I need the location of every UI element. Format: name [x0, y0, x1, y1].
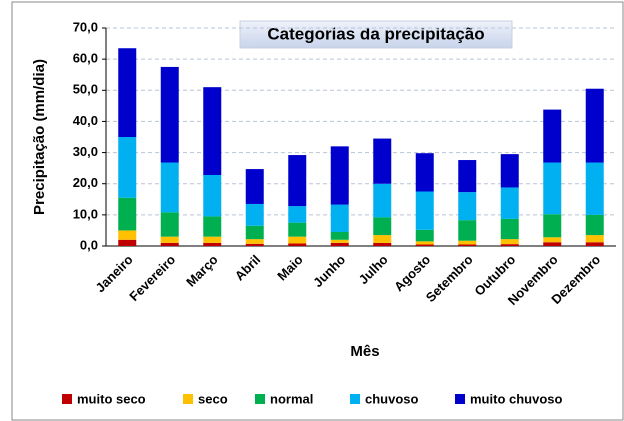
y-tick-label: 10,0 — [73, 206, 98, 221]
x-axis-label: Mês — [350, 343, 379, 360]
bar-segment — [203, 87, 222, 175]
bar-segment — [203, 236, 222, 243]
bar-segment — [415, 229, 434, 242]
legend-swatch — [455, 394, 465, 404]
bar-segment — [288, 155, 307, 207]
bar-segment — [500, 154, 519, 188]
x-tick-label: Junho — [310, 252, 348, 290]
bar-segment — [160, 66, 179, 163]
bar-segment — [543, 237, 562, 243]
x-tick-label: Janeiro — [92, 252, 135, 295]
y-tick-label: 60,0 — [73, 51, 98, 66]
frame — [11, 1, 624, 421]
bar-segment — [288, 236, 307, 244]
bar-segment — [160, 242, 179, 246]
legend-label: chuvoso — [365, 391, 419, 406]
bar-segment — [330, 146, 349, 205]
bar-segment — [585, 162, 604, 215]
bar-segment — [458, 160, 477, 193]
bar-segment — [543, 109, 562, 163]
bar-segment — [330, 231, 349, 240]
bar-segment — [330, 239, 349, 243]
bar-segment — [118, 239, 137, 246]
bar-segment — [458, 244, 477, 246]
bar-segment — [585, 88, 604, 163]
x-tick-label: Maio — [274, 252, 306, 284]
bar-segment — [373, 138, 392, 184]
x-tick-label: Março — [183, 252, 221, 290]
legend-label: muito chuvoso — [470, 391, 563, 406]
y-axis-label: Precipitação (mm/dia) — [31, 59, 48, 215]
y-tick-label: 20,0 — [73, 175, 98, 190]
y-tick-label: 0,0 — [80, 237, 98, 252]
x-tick-label: Fevereiro — [126, 252, 178, 304]
legend-label: normal — [270, 391, 313, 406]
y-tick-label: 70,0 — [73, 19, 98, 34]
legend-swatch — [350, 394, 360, 404]
bar-segment — [330, 242, 349, 246]
bar-segment — [373, 235, 392, 243]
bar-segment — [118, 137, 137, 198]
bar-segment — [373, 242, 392, 246]
bar-segment — [118, 197, 137, 231]
legend-label: muito seco — [77, 391, 146, 406]
bar-segment — [245, 225, 264, 240]
bar-segment — [415, 153, 434, 192]
bar-segment — [118, 48, 137, 137]
bar-segment — [458, 192, 477, 221]
x-tick-label: Agosto — [391, 252, 433, 294]
bar-segment — [543, 214, 562, 238]
bar-segment — [373, 183, 392, 218]
bar-segment — [543, 242, 562, 246]
legend-swatch — [62, 394, 72, 404]
legend-swatch — [255, 394, 265, 404]
bar-segment — [288, 222, 307, 237]
bar-segment — [500, 187, 519, 219]
y-tick-label: 50,0 — [73, 82, 98, 97]
bar-segment — [245, 239, 264, 244]
bar-segment — [543, 162, 562, 215]
bar-segment — [288, 243, 307, 246]
bar-segment — [203, 242, 222, 246]
bar-segment — [203, 174, 222, 217]
y-tick-label: 30,0 — [73, 144, 98, 159]
bar-segment — [500, 239, 519, 245]
bar-segment — [203, 216, 222, 237]
legend-label: seco — [198, 391, 228, 406]
bar-segment — [415, 244, 434, 246]
bar-segment — [500, 244, 519, 246]
bar-segment — [330, 204, 349, 232]
bar-segment — [118, 230, 137, 240]
bar-segment — [373, 217, 392, 236]
bar-segment — [160, 236, 179, 243]
bar-segment — [245, 203, 264, 226]
title-box — [239, 20, 513, 49]
x-tick-label: Abril — [232, 252, 264, 284]
bar-segment — [288, 206, 307, 223]
bar-segment — [245, 169, 264, 204]
bar-segment — [415, 191, 434, 230]
bar-segment — [585, 214, 604, 236]
bar-segment — [585, 242, 604, 246]
bar-segment — [458, 220, 477, 241]
bar-segment — [415, 241, 434, 245]
x-tick-label: Julho — [356, 252, 391, 287]
legend-swatch — [183, 394, 193, 404]
bar-segment — [500, 218, 519, 240]
y-tick-label: 40,0 — [73, 113, 98, 128]
bar-segment — [160, 212, 179, 237]
x-tick-label: Setembro — [423, 252, 476, 305]
bar-segment — [160, 162, 179, 213]
bar-segment — [245, 243, 264, 246]
bar-segment — [458, 240, 477, 245]
chart-title: Categorias da precipitação — [267, 24, 484, 43]
bar-segment — [585, 235, 604, 243]
